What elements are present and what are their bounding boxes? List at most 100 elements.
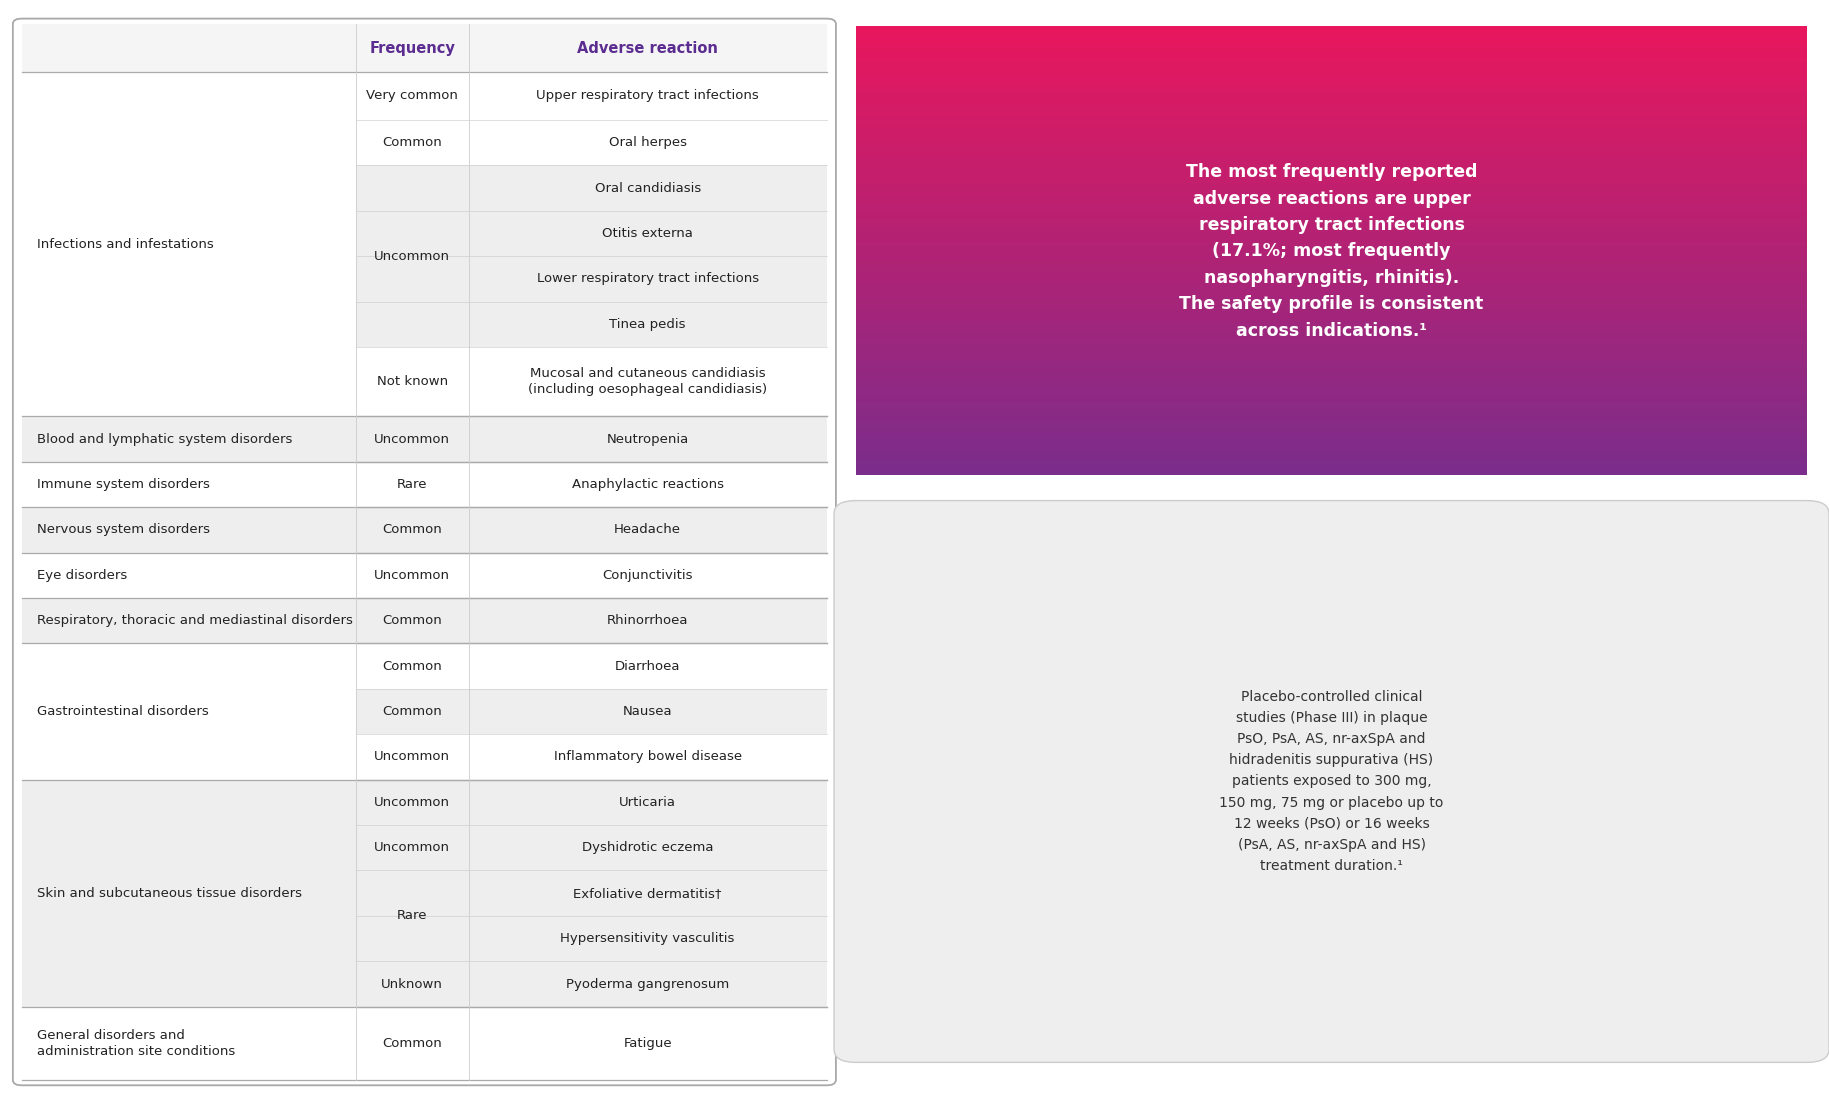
Bar	[856, 461, 1807, 467]
Bar	[357, 1007, 468, 1080]
Bar	[856, 143, 1807, 149]
Bar	[468, 644, 827, 689]
Bar	[468, 346, 827, 416]
Bar	[468, 461, 827, 507]
Bar	[856, 44, 1807, 50]
Text: Very common: Very common	[366, 90, 459, 103]
Text: Uncommon: Uncommon	[375, 842, 450, 855]
Text: Oral candidiasis: Oral candidiasis	[594, 181, 701, 195]
Bar	[856, 139, 1807, 144]
Bar	[357, 72, 468, 120]
Bar	[856, 466, 1807, 471]
Bar	[856, 219, 1807, 224]
Bar	[856, 48, 1807, 55]
Bar	[468, 72, 827, 120]
Bar	[856, 31, 1807, 36]
Text: Eye disorders: Eye disorders	[37, 568, 126, 581]
Bar	[468, 120, 827, 165]
Bar	[856, 214, 1807, 220]
Bar	[22, 779, 357, 1007]
Text: Headache: Headache	[615, 524, 680, 537]
Text: Uncommon: Uncommon	[375, 433, 450, 446]
Bar	[856, 58, 1807, 63]
Text: Neutropenia: Neutropenia	[607, 433, 690, 446]
Bar	[468, 1007, 827, 1080]
Text: Unknown: Unknown	[380, 977, 443, 990]
Bar	[856, 408, 1807, 413]
Bar	[357, 165, 468, 346]
Bar	[856, 39, 1807, 45]
Bar	[856, 107, 1807, 113]
Bar	[856, 197, 1807, 202]
Bar	[856, 447, 1807, 454]
Bar	[856, 263, 1807, 269]
Bar	[856, 363, 1807, 368]
Bar	[856, 71, 1807, 77]
Bar	[22, 507, 357, 553]
Text: Fatigue: Fatigue	[624, 1037, 671, 1049]
Bar	[856, 353, 1807, 359]
Text: Adverse reaction: Adverse reaction	[578, 40, 719, 56]
Bar	[856, 340, 1807, 345]
Bar	[856, 89, 1807, 94]
Bar	[856, 402, 1807, 409]
Bar	[357, 644, 468, 689]
Bar	[468, 598, 827, 644]
Bar	[468, 870, 827, 962]
Bar	[856, 169, 1807, 175]
Bar	[856, 322, 1807, 328]
Bar	[22, 1007, 357, 1080]
Text: Upper respiratory tract infections: Upper respiratory tract infections	[536, 90, 759, 103]
Text: Common: Common	[382, 524, 443, 537]
Bar	[856, 103, 1807, 108]
Bar	[856, 457, 1807, 462]
Bar	[856, 227, 1807, 234]
Text: Rare: Rare	[397, 478, 428, 491]
Bar	[856, 178, 1807, 184]
Text: Placebo-controlled clinical
studies (Phase III) in plaque
PsO, PsA, AS, nr-axSpA: Placebo-controlled clinical studies (Pha…	[1220, 690, 1443, 873]
Bar	[856, 184, 1807, 189]
Bar	[856, 250, 1807, 256]
Bar	[856, 308, 1807, 314]
Bar	[357, 825, 468, 870]
Bar	[22, 24, 827, 72]
Bar	[856, 299, 1807, 305]
Text: Uncommon: Uncommon	[375, 568, 450, 581]
Bar	[856, 116, 1807, 121]
Bar	[357, 870, 468, 962]
Text: Common: Common	[382, 660, 443, 672]
Bar	[856, 349, 1807, 354]
Text: Conjunctivitis: Conjunctivitis	[602, 568, 693, 581]
Bar	[357, 553, 468, 598]
Text: Lower respiratory tract infections: Lower respiratory tract infections	[536, 272, 759, 285]
Text: Rare: Rare	[397, 909, 428, 922]
Bar	[856, 233, 1807, 238]
Text: Blood and lymphatic system disorders: Blood and lymphatic system disorders	[37, 433, 293, 446]
Bar	[856, 430, 1807, 435]
Bar	[856, 376, 1807, 381]
Bar	[856, 120, 1807, 126]
Bar	[856, 327, 1807, 332]
Bar	[856, 80, 1807, 85]
Text: Skin and subcutaneous tissue disorders: Skin and subcutaneous tissue disorders	[37, 886, 302, 900]
Bar	[856, 161, 1807, 166]
Bar	[856, 367, 1807, 373]
Bar	[856, 282, 1807, 287]
Text: Mucosal and cutaneous candidiasis
(including oesophageal candidiasis): Mucosal and cutaneous candidiasis (inclu…	[529, 367, 766, 396]
Text: Common: Common	[382, 614, 443, 627]
Text: Gastrointestinal disorders: Gastrointestinal disorders	[37, 705, 209, 718]
FancyBboxPatch shape	[13, 19, 836, 1085]
Bar	[856, 125, 1807, 130]
Bar	[357, 507, 468, 553]
Bar	[856, 380, 1807, 386]
Bar	[856, 201, 1807, 207]
Text: Pyoderma gangrenosum: Pyoderma gangrenosum	[565, 977, 730, 990]
Bar	[357, 346, 468, 416]
Bar	[468, 689, 827, 734]
Bar	[22, 461, 357, 507]
Bar	[856, 223, 1807, 230]
Bar	[856, 129, 1807, 134]
Bar	[856, 443, 1807, 448]
Text: Exfoliative dermatitis†: Exfoliative dermatitis†	[574, 886, 722, 900]
Bar	[856, 393, 1807, 399]
